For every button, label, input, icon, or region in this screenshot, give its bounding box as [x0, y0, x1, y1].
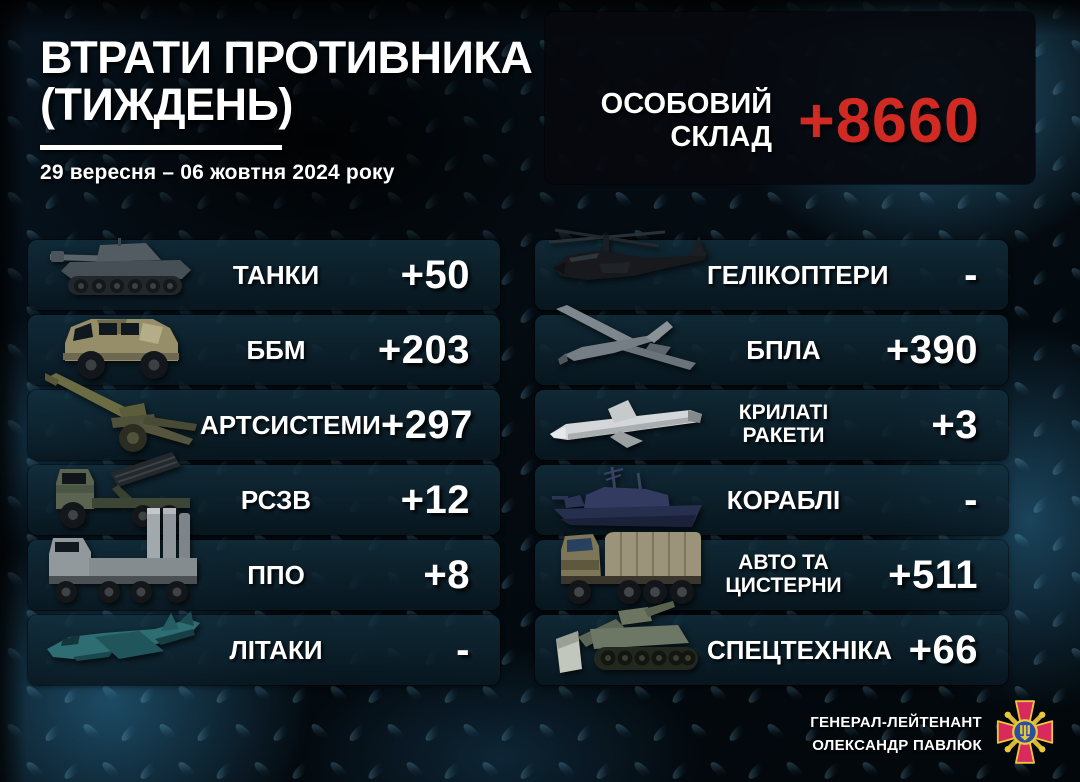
date-range: 29 вересня – 06 жовтня 2024 року: [40, 160, 395, 184]
loss-value: +3: [931, 402, 978, 447]
aircraft-icon: [34, 611, 212, 683]
losses-column-right: ГЕЛІКОПТЕРИ - БПЛА +390: [535, 228, 1008, 685]
ukraine-ground-forces-emblem-icon: [996, 699, 1054, 770]
loss-row-trucks: АВТО ТА ЦИСТЕРНИ +511: [535, 532, 1008, 610]
loss-label: КОРАБЛІ: [726, 484, 841, 515]
loss-label: КРИЛАТІ РАКЕТИ: [738, 401, 829, 447]
loss-row-helicopters: ГЕЛІКОПТЕРИ -: [535, 228, 1008, 310]
cruise-missile-icon: [541, 398, 719, 458]
title-underline: [40, 144, 282, 150]
loss-row-armored-vehicles: ББМ +203: [28, 315, 500, 385]
loss-row-uav: БПЛА +390: [535, 305, 1008, 385]
losses-column-left: ТАНКИ +50 ББ: [28, 238, 500, 685]
loss-value: +8: [423, 552, 470, 597]
loss-label: СПЕЦТЕХНІКА: [707, 634, 893, 665]
loss-row-mlrs: РСЗВ +12: [28, 452, 500, 535]
loss-row-cruise-missiles: КРИЛАТІ РАКЕТИ +3: [535, 390, 1008, 460]
loss-row-special-equipment: СПЕЦТЕХНІКА +66: [535, 601, 1008, 685]
uav-icon: [541, 303, 719, 383]
tank-icon: [34, 230, 212, 308]
loss-value: +50: [400, 252, 470, 297]
credits: ГЕНЕРАЛ-ЛЕЙТЕНАНТ ОЛЕКСАНДР ПАВЛЮК: [810, 699, 1054, 770]
loss-row-ships: КОРАБЛІ -: [535, 465, 1008, 535]
personnel-panel: ОСОБОВИЙ СКЛАД +8660: [545, 12, 1035, 184]
loss-value: +12: [400, 477, 470, 522]
armored-vehicle-icon: [34, 299, 212, 383]
ship-icon: [541, 465, 719, 533]
loss-value: +511: [888, 552, 978, 597]
loss-label: РСЗВ: [240, 484, 312, 515]
loss-label: БПЛА: [746, 334, 821, 365]
loss-value: +203: [377, 327, 470, 372]
loss-row-air-defense: ППО +8: [28, 508, 500, 610]
loss-label: АВТО ТА ЦИСТЕРНИ: [725, 551, 842, 597]
loss-row-artillery: АРТСИСТЕМИ +297: [28, 373, 500, 460]
credit-text: ГЕНЕРАЛ-ЛЕЙТЕНАНТ ОЛЕКСАНДР ПАВЛЮК: [810, 714, 982, 754]
loss-value: -: [964, 477, 978, 522]
loss-value: +390: [885, 327, 978, 372]
loss-row-aircraft: ЛІТАКИ -: [28, 611, 500, 685]
personnel-label: ОСОБОВИЙ СКЛАД: [600, 87, 773, 153]
loss-label: ЛІТАКИ: [229, 634, 323, 665]
loss-value: -: [456, 627, 470, 672]
page-title: ВТРАТИ ПРОТИВНИКА (ТИЖДЕНЬ): [40, 32, 533, 131]
loss-value: -: [964, 252, 978, 297]
header: ВТРАТИ ПРОТИВНИКА (ТИЖДЕНЬ) 29 вересня –…: [40, 34, 540, 185]
loss-label: ГЕЛІКОПТЕРИ: [707, 259, 889, 290]
loss-value: +297: [380, 402, 473, 447]
loss-value: +66: [908, 627, 978, 672]
personnel-value: +8660: [798, 86, 980, 156]
loss-label: ППО: [247, 559, 305, 590]
loss-label: ББМ: [246, 334, 306, 365]
loss-label: ТАНКИ: [232, 259, 320, 290]
loss-row-tanks: ТАНКИ +50: [28, 238, 500, 310]
helicopter-icon: [541, 228, 719, 308]
loss-label: АРТСИСТЕМИ: [200, 409, 381, 440]
